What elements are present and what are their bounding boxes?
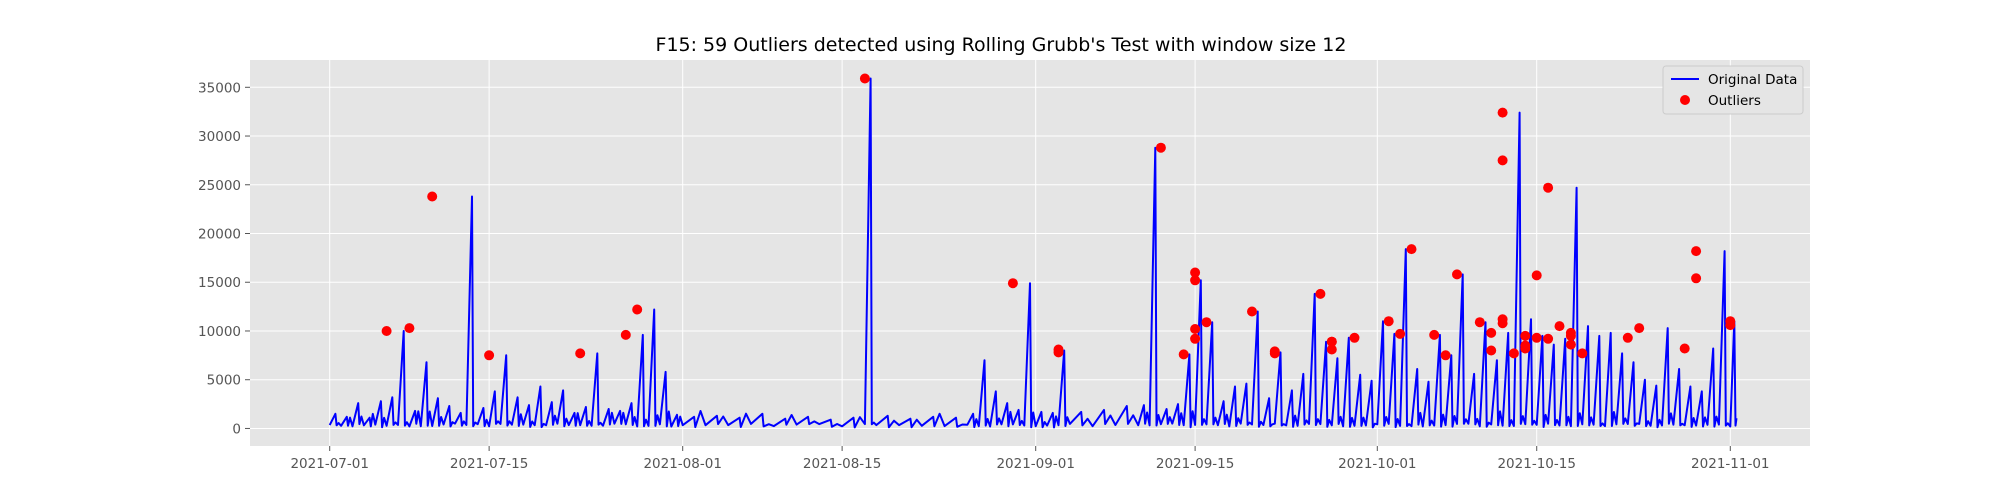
- outlier-point: [1190, 275, 1201, 286]
- x-tick-label: 2021-10-01: [1338, 456, 1416, 472]
- outlier-point: [1247, 306, 1257, 317]
- outlier-point: [1190, 324, 1201, 334]
- outlier-point: [1474, 317, 1485, 328]
- outlier-point: [1406, 244, 1417, 255]
- outlier-point: [1190, 267, 1201, 278]
- y-tick-label: 5000: [207, 373, 241, 389]
- outlier-point: [1691, 246, 1702, 257]
- outlier-point: [1178, 349, 1189, 360]
- outlier-point: [1531, 332, 1542, 343]
- outlier-point: [1440, 350, 1451, 361]
- outlier-point: [1190, 333, 1201, 344]
- x-tick-label: 2021-08-15: [803, 456, 881, 472]
- outlier-point: [1007, 278, 1018, 289]
- outlier-point: [1520, 330, 1531, 341]
- series-line-original-data: [328, 77, 1738, 429]
- legend-label-outliers: Outliers: [1708, 93, 1761, 109]
- outlier-point: [1201, 317, 1212, 328]
- outlier-point: [1486, 327, 1497, 338]
- outlier-point: [1508, 348, 1519, 359]
- y-axis: 0 5000 10000 15000 20000 25000 30000 35000: [198, 80, 250, 437]
- outlier-point: [632, 304, 643, 315]
- outlier-point: [1452, 269, 1462, 280]
- outlier-point: [1622, 332, 1633, 343]
- outlier-points: [381, 73, 1736, 361]
- outlier-point: [1725, 316, 1736, 327]
- y-tick-label: 25000: [198, 178, 241, 194]
- x-axis: 2021-07-01 2021-07-15 2021-08-01 2021-08-15…: [290, 446, 1770, 472]
- outlier-point: [1691, 273, 1702, 284]
- x-tick-label: 2021-09-15: [1156, 456, 1234, 472]
- outlier-point: [1565, 327, 1576, 338]
- y-tick-label: 10000: [198, 324, 241, 340]
- outlier-point: [1497, 155, 1508, 166]
- legend-label-original-data: Original Data: [1708, 72, 1797, 88]
- outlier-point: [1554, 321, 1565, 332]
- outlier-point: [1543, 333, 1554, 344]
- outlier-point: [1383, 316, 1394, 327]
- outlier-point: [484, 350, 495, 361]
- x-tick-label: 2021-10-15: [1497, 456, 1575, 472]
- outlier-point: [1679, 343, 1690, 354]
- outlier-point: [1395, 328, 1406, 339]
- outlier-point: [1634, 323, 1645, 334]
- x-tick-label: 2021-08-01: [643, 456, 721, 472]
- y-tick-label: 30000: [198, 129, 241, 145]
- outlier-point: [1155, 142, 1166, 153]
- outlier-point: [1531, 270, 1542, 281]
- x-tick-label: 2021-07-15: [450, 456, 528, 472]
- x-tick-label: 2021-11-01: [1691, 456, 1769, 472]
- outlier-point: [1486, 345, 1497, 356]
- legend-marker-swatch: [1680, 95, 1690, 105]
- outlier-point: [1577, 348, 1588, 359]
- outlier-point: [575, 348, 586, 359]
- legend: Original Data Outliers: [1662, 65, 1804, 115]
- outlier-point: [859, 73, 870, 84]
- outlier-point: [381, 326, 392, 336]
- outlier-point: [1326, 336, 1337, 347]
- outlier-point: [1543, 182, 1554, 193]
- outlier-point: [1326, 344, 1337, 355]
- outlier-point: [1497, 314, 1508, 325]
- x-tick-label: 2021-07-01: [290, 456, 368, 472]
- outlier-point: [1429, 329, 1440, 340]
- y-tick-label: 0: [232, 421, 241, 437]
- chart-title: F15: 59 Outliers detected using Rolling …: [656, 34, 1347, 56]
- outlier-point: [1565, 339, 1576, 350]
- y-tick-label: 15000: [198, 275, 241, 291]
- outlier-point: [1269, 348, 1280, 359]
- outlier-point: [1349, 332, 1360, 343]
- outlier-point: [1520, 343, 1531, 354]
- x-tick-label: 2021-09-01: [996, 456, 1074, 472]
- y-tick-label: 20000: [198, 227, 241, 243]
- outlier-point: [1315, 288, 1326, 299]
- outlier-point: [1053, 344, 1064, 355]
- outlier-point: [1497, 107, 1508, 118]
- outlier-point: [404, 323, 415, 334]
- outlier-point: [620, 329, 631, 340]
- outlier-point: [427, 191, 438, 202]
- y-tick-label: 35000: [198, 80, 241, 96]
